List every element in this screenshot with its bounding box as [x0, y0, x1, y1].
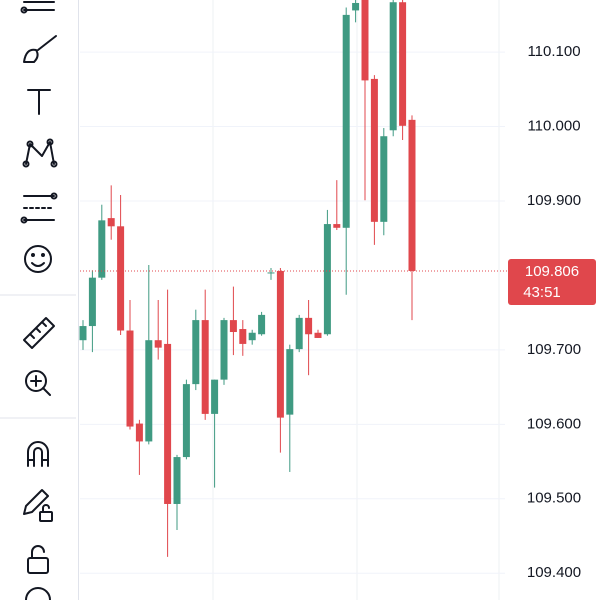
- candle-body: [399, 2, 407, 126]
- candle-body: [164, 343, 172, 504]
- candle-body: [98, 220, 106, 278]
- candle-body: [380, 136, 388, 222]
- y-tick-label: 109.500: [527, 490, 581, 507]
- tool-lines[interactable]: [20, 1, 55, 14]
- candle-body: [117, 226, 125, 331]
- tool-magnet[interactable]: [27, 441, 49, 467]
- tool-more[interactable]: [25, 587, 51, 600]
- tool-zoom[interactable]: [25, 370, 51, 396]
- candle-body: [88, 277, 96, 327]
- countdown-label: 43:51: [523, 284, 561, 301]
- candle-body: [276, 270, 284, 418]
- y-tick-label: 110.100: [527, 43, 580, 60]
- candle-body: [135, 423, 143, 442]
- y-tick-label: 109.900: [527, 192, 581, 209]
- time-grid: [212, 0, 500, 600]
- tool-pattern[interactable]: [22, 138, 58, 168]
- candle-body: [220, 320, 228, 380]
- candle-body: [352, 2, 360, 11]
- candle-body: [201, 320, 209, 414]
- candle-body: [211, 379, 219, 414]
- candle-body: [342, 14, 350, 228]
- candle-body: [182, 384, 190, 458]
- y-tick-label: 110.000: [527, 118, 580, 135]
- tool-text[interactable]: [27, 89, 51, 115]
- candle-body: [305, 317, 313, 335]
- plot-area: [79, 0, 505, 574]
- candle-body: [370, 78, 378, 222]
- tool-lock[interactable]: [27, 545, 49, 574]
- tool-brush[interactable]: [23, 35, 57, 63]
- candle-body: [173, 457, 181, 504]
- candle-body: [333, 224, 341, 228]
- tool-lock-draw[interactable]: [23, 489, 53, 522]
- candle-body: [145, 340, 153, 442]
- candle-body: [389, 2, 397, 131]
- candle-body: [267, 272, 275, 274]
- price-label-box: [508, 258, 596, 305]
- candle-body: [295, 317, 303, 350]
- candle-body: [408, 119, 416, 271]
- candle-body: [192, 320, 200, 385]
- candle-body: [286, 349, 294, 415]
- candle-body: [154, 340, 162, 348]
- tool-fib[interactable]: [20, 192, 58, 224]
- candle-body: [248, 332, 256, 341]
- y-tick-label: 109.600: [527, 415, 581, 432]
- y-tick-label: 109.400: [527, 564, 581, 581]
- candle-body: [126, 330, 134, 427]
- candle-body: [229, 320, 237, 333]
- y-tick-label: 109.700: [527, 341, 581, 358]
- candle-body: [239, 329, 247, 344]
- candle-body: [314, 332, 322, 338]
- tool-ruler[interactable]: [23, 317, 55, 349]
- candle-body: [79, 326, 87, 341]
- candle-body: [323, 224, 331, 335]
- candle-body: [107, 218, 115, 227]
- candle-body: [258, 314, 266, 335]
- candle-body: [361, 0, 369, 81]
- tool-emoji[interactable]: [24, 245, 52, 273]
- price-label: 109.806: [525, 263, 579, 280]
